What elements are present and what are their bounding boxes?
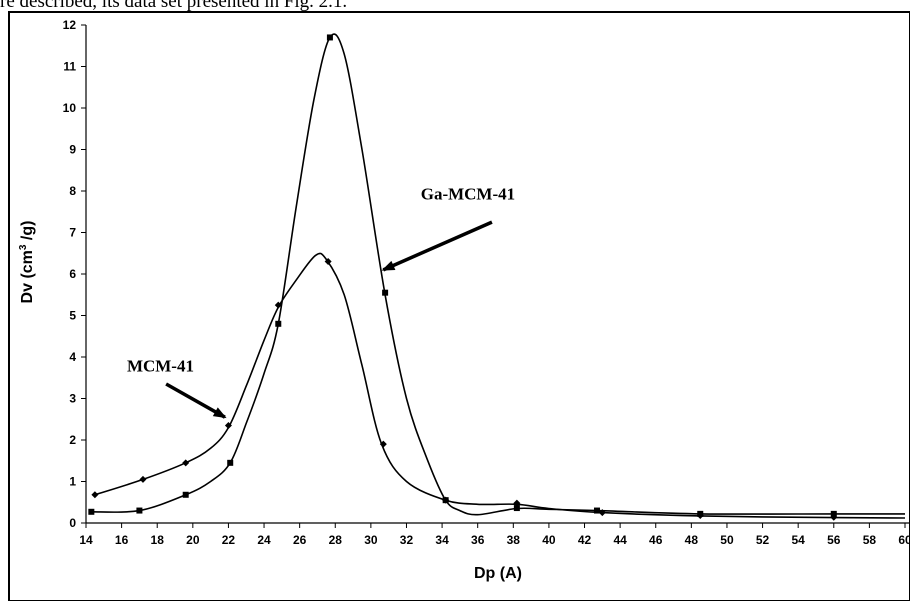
x-tick-label: 34 <box>435 533 449 547</box>
x-tick-label: 58 <box>863 533 877 547</box>
x-tick-label: 60 <box>898 533 910 547</box>
data-point-mcm-41 <box>324 258 332 266</box>
x-tick-label: 40 <box>542 533 556 547</box>
data-point-ga-mcm-41 <box>182 491 189 498</box>
x-tick-label: 28 <box>329 533 343 547</box>
y-axis-title: Dv (cm3 /g) <box>18 221 36 304</box>
x-tick-label: 22 <box>222 533 236 547</box>
data-point-mcm-41 <box>182 459 190 467</box>
series-layer <box>88 33 906 521</box>
y-axis-title-sup: 3 <box>18 244 29 250</box>
x-tick-label: 30 <box>364 533 378 547</box>
x-tick-label: 18 <box>151 533 165 547</box>
data-point-ga-mcm-41 <box>136 507 143 514</box>
x-tick-label: 48 <box>685 533 699 547</box>
annotation-label-mcm-41: MCM-41 <box>127 357 194 376</box>
data-point-mcm-41 <box>274 301 282 309</box>
annotation-layer: MCM-41 Ga-MCM-41 <box>127 184 515 419</box>
data-point-ga-mcm-41 <box>830 510 837 517</box>
x-tick-label: 46 <box>649 533 663 547</box>
data-point-mcm-41 <box>224 421 232 429</box>
y-tick-label: 12 <box>63 18 77 32</box>
data-point-ga-mcm-41 <box>275 320 282 327</box>
annotation-arrowhead-mcm-41 <box>212 407 227 419</box>
y-tick-label: 6 <box>69 267 76 281</box>
annotation-arrowhead-ga-mcm-41 <box>381 260 396 271</box>
x-tick-label: 44 <box>613 533 627 547</box>
y-tick-label: 1 <box>69 475 76 489</box>
chart-border <box>8 11 910 601</box>
x-tick-label: 36 <box>471 533 485 547</box>
x-tick-label: 38 <box>507 533 521 547</box>
data-point-mcm-41 <box>513 499 521 507</box>
y-tick-label: 5 <box>69 309 76 323</box>
y-tick-label: 11 <box>63 60 76 74</box>
y-tick-label: 7 <box>69 226 76 240</box>
y-axis-title-main: Dv (cm <box>19 250 36 303</box>
header-text: re described, its data set presented in … <box>0 0 348 12</box>
data-point-ga-mcm-41 <box>88 508 95 515</box>
y-tick-label: 8 <box>69 184 76 198</box>
annotation-arrow-ga-mcm-41 <box>382 220 493 272</box>
y-tick-label: 2 <box>69 433 76 447</box>
x-tick-label: 14 <box>79 533 93 547</box>
y-tick-label: 9 <box>69 143 76 157</box>
x-tick-label: 32 <box>400 533 414 547</box>
data-point-ga-mcm-41 <box>513 505 520 512</box>
data-point-ga-mcm-41 <box>382 289 389 296</box>
data-point-mcm-41 <box>139 475 147 483</box>
series-line-ga-mcm-41 <box>91 33 905 516</box>
x-tick-label: 56 <box>827 533 841 547</box>
x-tick-label: 16 <box>115 533 129 547</box>
x-tick-label: 42 <box>578 533 592 547</box>
data-point-ga-mcm-41 <box>442 497 449 504</box>
x-tick-label: 26 <box>293 533 307 547</box>
y-tick-label: 0 <box>69 516 76 530</box>
data-point-ga-mcm-41 <box>593 507 600 514</box>
y-axis-title-tail: /g) <box>19 221 36 245</box>
data-point-ga-mcm-41 <box>326 34 333 41</box>
x-tick-label: 24 <box>257 533 271 547</box>
annotation-label-ga-mcm-41: Ga-MCM-41 <box>421 184 515 203</box>
y-tick-label: 4 <box>69 350 76 364</box>
data-point-mcm-41 <box>379 440 387 448</box>
x-tick-label: 20 <box>186 533 200 547</box>
y-tick-label: 10 <box>63 101 77 115</box>
annotation-arrow-mcm-41 <box>165 382 226 419</box>
x-ticks: 14 16 18 20 22 24 26 28 30 32 34 36 38 40 42 44 46 48 50 52… <box>79 523 910 547</box>
x-tick-label: 50 <box>720 533 734 547</box>
x-axis-title: Dp (A) <box>474 565 522 582</box>
data-point-ga-mcm-41 <box>227 459 234 466</box>
x-tick-label: 52 <box>756 533 770 547</box>
x-tick-label: 54 <box>791 533 805 547</box>
data-point-ga-mcm-41 <box>697 510 704 517</box>
data-point-mcm-41 <box>91 491 99 499</box>
y-tick-label: 3 <box>69 392 76 406</box>
